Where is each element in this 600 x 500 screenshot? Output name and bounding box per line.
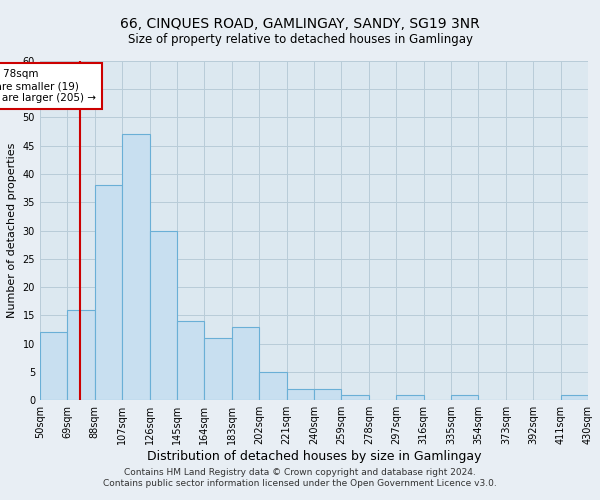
Text: 66, CINQUES ROAD, GAMLINGAY, SANDY, SG19 3NR: 66, CINQUES ROAD, GAMLINGAY, SANDY, SG19… xyxy=(120,18,480,32)
Bar xyxy=(259,372,287,400)
Text: Contains HM Land Registry data © Crown copyright and database right 2024.
Contai: Contains HM Land Registry data © Crown c… xyxy=(103,468,497,487)
Text: 66 CINQUES ROAD: 78sqm
← 8% of detached houses are smaller (19)
92% of semi-deta: 66 CINQUES ROAD: 78sqm ← 8% of detached … xyxy=(0,70,96,102)
Bar xyxy=(95,186,122,400)
Bar xyxy=(67,310,95,400)
Bar xyxy=(560,394,588,400)
Bar xyxy=(287,389,314,400)
Bar xyxy=(205,338,232,400)
Bar xyxy=(341,394,369,400)
X-axis label: Distribution of detached houses by size in Gamlingay: Distribution of detached houses by size … xyxy=(147,450,481,463)
Bar xyxy=(122,134,149,400)
Bar xyxy=(396,394,424,400)
Bar xyxy=(40,332,67,400)
Y-axis label: Number of detached properties: Number of detached properties xyxy=(7,143,17,318)
Bar xyxy=(149,230,177,400)
Bar xyxy=(451,394,478,400)
Bar xyxy=(177,321,205,400)
Bar xyxy=(314,389,341,400)
Bar xyxy=(232,326,259,400)
Text: Size of property relative to detached houses in Gamlingay: Size of property relative to detached ho… xyxy=(128,32,473,46)
